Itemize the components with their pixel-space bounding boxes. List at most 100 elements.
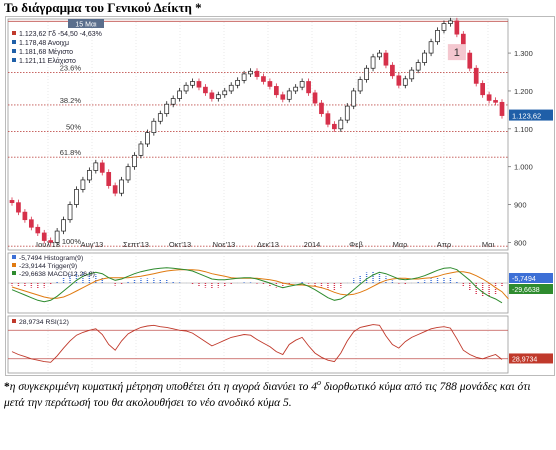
candle-body: [344, 105, 350, 121]
y-tick-label: 1.000: [514, 163, 533, 172]
grid-layer: [47, 19, 511, 373]
candle-body: [325, 113, 331, 125]
candle-body: [22, 211, 28, 221]
candle-body: [312, 92, 318, 104]
candle-body: [67, 204, 73, 221]
x-tick-label: Απρ: [437, 240, 451, 249]
candle-body: [409, 69, 415, 80]
y-tick-label: 1.300: [514, 49, 533, 58]
candle-body: [41, 232, 47, 241]
legend-swatch: [12, 31, 16, 35]
last-price-box: [509, 109, 553, 121]
rsi-legend-swatch: [12, 319, 16, 323]
candle-body: [273, 86, 279, 96]
macd-last-label: -5,7494: [512, 276, 536, 283]
candle-body: [164, 103, 170, 115]
x-tick-label: Ιουλ'13: [36, 240, 60, 249]
rsi-series-line: [11, 324, 503, 363]
legend-swatch: [12, 40, 16, 44]
legend-label: 1.178,48 Ανοιχμ: [19, 40, 69, 47]
candle-body: [16, 202, 21, 213]
candle-body: [112, 185, 118, 194]
candle-body: [428, 41, 434, 54]
macd-last-box: [509, 273, 553, 283]
candle-body: [435, 30, 440, 43]
fib-label: 38.2%: [60, 96, 82, 105]
candle-body: [235, 79, 241, 86]
candle-body: [209, 92, 215, 99]
candle-body: [196, 81, 202, 88]
y-tick-label: 900: [514, 201, 527, 210]
legend-swatch: [12, 58, 16, 62]
candle-body: [467, 52, 473, 69]
candle-body: [402, 78, 408, 86]
candle-body: [493, 100, 498, 103]
wave-box: [447, 44, 466, 61]
candle-body: [286, 90, 292, 100]
x-tick-label: Δεκ'13: [257, 240, 279, 249]
candle-body: [364, 67, 369, 80]
x-tick-label: Αυγ'13: [81, 240, 104, 249]
candle-body: [125, 166, 131, 181]
page-title: Το διάγραμμα του Γενικού Δείκτη *: [4, 0, 202, 15]
y-tick-label: 800: [514, 238, 527, 247]
candle-body: [254, 70, 260, 77]
wave-label: 1: [454, 47, 460, 59]
legend-label: 1.121,11 Ελάχιστο: [19, 57, 76, 65]
candle-body: [299, 81, 305, 88]
wave-layer: 123: [447, 44, 466, 61]
candle-body: [480, 83, 486, 96]
x-tick-label: Μαρ: [393, 240, 408, 249]
rsi-legend-label: 28,9734 RSI(12): [19, 319, 69, 326]
footnote-sup: ο: [317, 378, 322, 388]
y-tick-label: 1.100: [514, 125, 533, 134]
fib-label: 23.6%: [60, 63, 82, 72]
candle-body: [448, 20, 453, 24]
candle-body: [280, 94, 286, 100]
candle-body: [48, 240, 54, 243]
candle-body: [454, 20, 460, 35]
candle-body: [61, 219, 66, 232]
candle-body: [170, 98, 176, 105]
candle-body: [93, 162, 99, 171]
candle-body: [383, 52, 389, 66]
rsi-last-box: [509, 353, 553, 364]
panel-frame-0: [7, 18, 509, 251]
candle-body: [28, 219, 34, 228]
candle-body: [203, 86, 208, 94]
candle-body: [486, 94, 492, 101]
x-tick-label: Νοε'13: [213, 240, 236, 249]
candle-body: [80, 179, 86, 190]
x-tick-label: Σεπτ'13: [123, 240, 149, 249]
candle-body: [138, 143, 144, 156]
candle-body: [351, 90, 357, 107]
footnote-text-b: διορθωτικό κύμα από τις 788 μονάδες και …: [4, 381, 531, 409]
date-box: [68, 19, 104, 28]
macd-layer: [8, 267, 509, 304]
macd-legend-label: -23,9144 Trigger(9): [19, 263, 77, 270]
rsi-layer: [8, 324, 508, 363]
candle-body: [248, 70, 253, 75]
candle-body: [119, 179, 124, 194]
legend-label: 1.181,68 Μέγιστο: [19, 48, 73, 56]
chart-svg: 123 800 900 1.000 1.100 1.200 1.300 Ιουλ'13 Αυγ…: [7, 17, 553, 374]
candle-body: [357, 79, 363, 92]
candle-body: [157, 113, 163, 122]
candle-body: [106, 172, 112, 186]
legend-swatch: [12, 49, 16, 53]
x-tick-label: Φεβ: [349, 240, 363, 249]
candle-body: [87, 170, 92, 181]
fib-label: 50%: [66, 122, 81, 131]
x-tick-label: 2014: [304, 240, 321, 249]
candle-body: [74, 189, 79, 205]
candle-body: [177, 90, 182, 99]
macd-series-line: [11, 267, 503, 304]
date-label: 15 Μαι: [75, 22, 97, 29]
macd-legend-label: -29,6638 MACD(12,26,9): [19, 271, 95, 278]
x-tick-label: Οκτ'13: [169, 240, 191, 249]
candle-body: [241, 73, 247, 81]
macd-legend-swatch: [12, 255, 16, 259]
candle-body: [499, 101, 505, 116]
macd-series-line: [11, 269, 509, 300]
legend-label: 1.123,62 Γδ -54,50 -4,63%: [19, 31, 102, 38]
